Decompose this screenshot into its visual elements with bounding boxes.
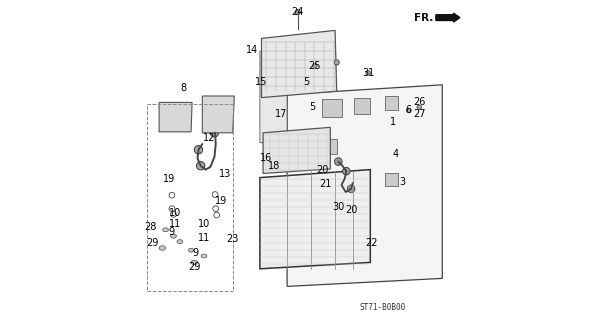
Text: 3: 3 [399,177,405,188]
Circle shape [197,162,205,170]
Text: 27: 27 [413,108,426,119]
Text: 10: 10 [169,208,182,218]
Text: 4: 4 [393,148,399,159]
Polygon shape [262,30,336,98]
Ellipse shape [177,240,183,244]
Circle shape [366,71,370,75]
Text: 5: 5 [303,76,309,87]
Text: 13: 13 [218,169,231,180]
Polygon shape [322,99,341,117]
Text: 17: 17 [274,108,287,119]
Circle shape [347,185,355,193]
Text: 8: 8 [180,83,186,93]
Polygon shape [355,98,370,114]
Text: ST71-B0B00: ST71-B0B00 [360,303,406,312]
Polygon shape [260,170,370,269]
Circle shape [313,63,317,68]
Polygon shape [324,139,336,154]
Text: 20: 20 [345,204,358,215]
Text: FR.: FR. [414,12,434,23]
Polygon shape [202,96,235,133]
Circle shape [417,105,421,109]
Text: 12: 12 [203,132,215,143]
Polygon shape [287,85,442,286]
Polygon shape [159,102,192,132]
Bar [147,104,233,291]
Text: 19: 19 [215,196,227,206]
Circle shape [169,206,175,212]
Text: 10: 10 [198,219,210,229]
Text: 21: 21 [320,179,332,189]
Polygon shape [385,173,397,186]
Text: 9: 9 [169,227,175,237]
Text: 29: 29 [147,237,159,248]
Text: 18: 18 [268,161,280,172]
Text: 1: 1 [390,116,396,127]
Circle shape [334,60,339,65]
Text: 11: 11 [169,219,182,229]
Circle shape [295,10,300,15]
Text: 31: 31 [362,68,374,78]
Circle shape [194,146,203,154]
Circle shape [214,212,219,218]
Ellipse shape [201,254,207,258]
Circle shape [169,192,175,198]
Text: 11: 11 [198,233,210,244]
Circle shape [171,212,177,217]
Text: 22: 22 [365,238,377,248]
Text: 30: 30 [332,202,344,212]
Text: 19: 19 [163,174,175,184]
Circle shape [335,158,342,165]
Polygon shape [260,51,287,148]
Text: 29: 29 [188,262,200,272]
Circle shape [213,206,219,212]
Polygon shape [263,127,330,173]
Polygon shape [385,96,397,110]
Text: 5: 5 [309,102,316,112]
Text: 20: 20 [316,164,329,175]
Circle shape [210,129,219,137]
Text: 9: 9 [193,248,199,258]
Circle shape [343,167,350,175]
Text: 6: 6 [406,105,412,116]
Circle shape [212,192,218,197]
Text: 28: 28 [144,222,157,232]
Ellipse shape [163,228,168,232]
Ellipse shape [191,260,198,265]
Text: 25: 25 [309,60,321,71]
Ellipse shape [159,246,165,250]
Circle shape [406,108,411,113]
Text: 16: 16 [260,153,273,164]
Text: 15: 15 [255,76,268,87]
Text: 26: 26 [413,97,426,108]
Text: 24: 24 [291,7,304,17]
FancyArrow shape [436,13,460,22]
Text: 23: 23 [227,234,239,244]
Ellipse shape [171,234,177,238]
Ellipse shape [189,248,194,252]
Text: 14: 14 [246,44,258,55]
